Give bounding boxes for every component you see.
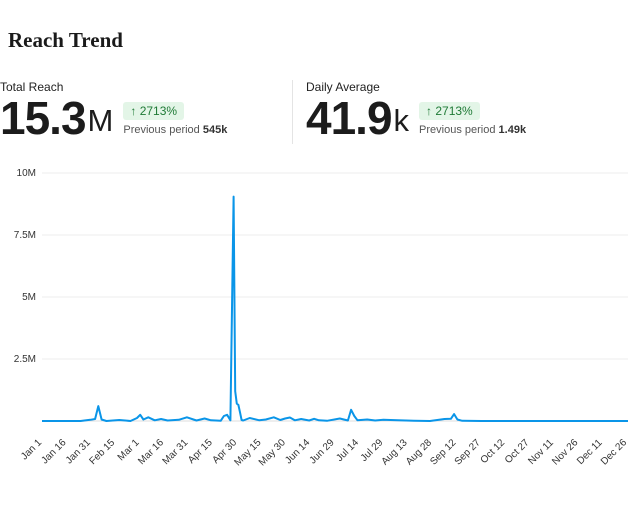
- x-tick-label: Dec 26: [599, 437, 629, 467]
- y-tick-label: 5M: [22, 292, 36, 303]
- stat-unit: M: [87, 103, 114, 138]
- previous-period-label: Previous period: [123, 124, 200, 136]
- previous-period-value: 1.49k: [498, 124, 527, 136]
- x-tick-label: Jul 14: [334, 437, 361, 464]
- total-reach-stat: Total Reach 15.3 M ↑ 2713% Previous peri…: [0, 80, 227, 141]
- x-tick-label: Oct 12: [479, 437, 508, 466]
- x-tick-label: Jun 29: [308, 437, 337, 466]
- x-tick-label: Apr 15: [186, 437, 215, 466]
- x-tick-label: Mar 31: [161, 437, 191, 467]
- previous-period: Previous period 1.49k: [419, 124, 526, 136]
- stat-label: Total Reach: [0, 80, 64, 94]
- stat-value: 41.9: [306, 92, 393, 144]
- previous-period: Previous period 545k: [123, 124, 227, 136]
- previous-period-label: Previous period: [419, 124, 496, 136]
- stat-unit: k: [393, 103, 410, 138]
- y-tick-label: 10M: [17, 168, 36, 179]
- stat-divider: [292, 80, 293, 144]
- x-tick-label: Jan 16: [39, 437, 68, 466]
- daily-average-stat: Daily Average 41.9 k ↑ 2713% Previous pe…: [306, 80, 526, 141]
- x-tick-label: Mar 16: [136, 437, 166, 467]
- x-tick-label: Sep 27: [453, 437, 483, 467]
- reach-series-line: [42, 195, 628, 422]
- change-badge: ↑ 2713%: [419, 102, 480, 120]
- y-tick-label: 2.5M: [14, 354, 36, 365]
- stat-label: Daily Average: [306, 80, 380, 94]
- x-tick-label: Nov 26: [550, 437, 580, 467]
- stat-value: 15.3: [0, 92, 87, 144]
- x-tick-label: Aug 28: [404, 437, 434, 467]
- change-badge: ↑ 2713%: [123, 102, 185, 120]
- x-tick-label: Aug 13: [380, 437, 410, 467]
- page-title: Reach Trend: [8, 28, 123, 52]
- y-tick-label: 7.5M: [14, 230, 36, 241]
- x-tick-label: Feb 15: [87, 437, 117, 467]
- previous-period-value: 545k: [202, 124, 228, 136]
- x-tick-label: May 30: [257, 437, 288, 468]
- x-tick-label: Jun 14: [283, 437, 312, 466]
- x-tick-label: Sep 12: [428, 437, 458, 467]
